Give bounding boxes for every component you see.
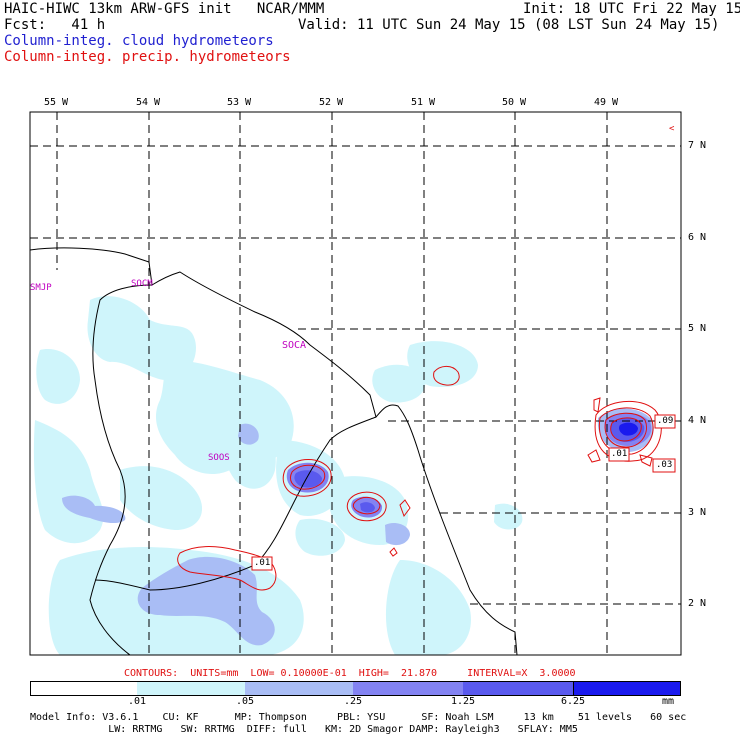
region-label: SMJP — [30, 283, 52, 293]
colorbar-swatch — [30, 681, 139, 696]
political-boundaries — [30, 247, 518, 655]
colorbar-swatch — [353, 681, 463, 696]
colorbar-swatch — [463, 681, 573, 696]
model-info-line1: Model Info: V3.6.1 CU: KF MP: Thompson P… — [30, 712, 687, 723]
colorbar-swatch — [245, 681, 353, 696]
lon-label: 53 W — [227, 97, 252, 108]
colorbar-label: .05 — [236, 696, 255, 707]
colorbar-swatch — [137, 681, 245, 696]
lon-label: 50 W — [502, 97, 527, 108]
edge-marker: < — [669, 124, 675, 134]
contour-label-boxes — [251, 414, 676, 571]
region-label: SOCM — [131, 279, 153, 289]
lon-label: 54 W — [136, 97, 161, 108]
lon-label: 55 W — [44, 97, 69, 108]
colorbar-unit: mm — [662, 696, 675, 707]
lon-label: 52 W — [319, 97, 344, 108]
colorbar-swatch — [573, 681, 681, 696]
legend-cloud: Column-integ. cloud hydrometeors — [4, 33, 274, 49]
init-time: Init: 18 UTC Fri 22 May 15 — [523, 1, 740, 17]
map-frame — [29, 111, 682, 656]
precip-contours — [177, 365, 662, 591]
colorbar-label: 1.25 — [451, 696, 476, 707]
plot-title: HAIC-HIWC 13km ARW-GFS init NCAR/MMM — [4, 1, 325, 17]
colorbar-label: .01 — [128, 696, 147, 707]
region-label: SOOS — [208, 453, 230, 463]
contour-label: .01 — [611, 449, 628, 459]
lat-label: 7 N — [688, 140, 707, 151]
region-label: SOCA — [282, 340, 307, 351]
lat-label: 5 N — [688, 323, 707, 334]
contour-label: .03 — [656, 460, 673, 470]
contour-label: .09 — [657, 416, 674, 426]
model-info-line2: LW: RRTMG SW: RRTMG DIFF: full KM: 2D Sm… — [30, 724, 578, 735]
lat-label: 3 N — [688, 507, 707, 518]
lat-label: 6 N — [688, 232, 707, 243]
lat-label: 2 N — [688, 598, 707, 609]
colorbar-label: 6.25 — [561, 696, 586, 707]
legend-precip: Column-integ. precip. hydrometeors — [4, 49, 291, 65]
colorbar-label: .25 — [344, 696, 363, 707]
contours-info: CONTOURS: UNITS=mm LOW= 0.10000E-01 HIGH… — [124, 668, 576, 679]
lon-label: 49 W — [594, 97, 619, 108]
forecast-hour: Fcst: 41 h — [4, 17, 106, 33]
lon-label: 51 W — [411, 97, 436, 108]
graticule — [30, 112, 681, 655]
contour-label: .01 — [254, 558, 271, 568]
lat-label: 4 N — [688, 415, 707, 426]
valid-time: Valid: 11 UTC Sun 24 May 15 (08 LST Sun … — [298, 17, 720, 33]
